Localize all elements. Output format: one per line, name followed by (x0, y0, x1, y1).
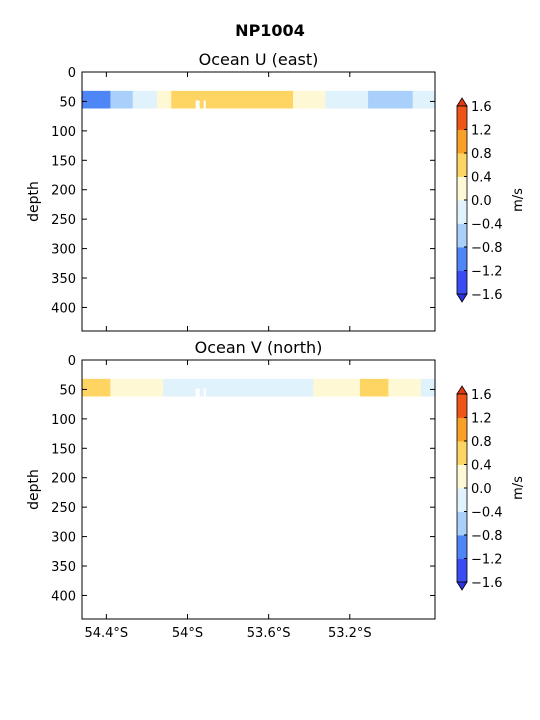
contour-segment (359, 378, 389, 397)
colorbar-swatch (457, 464, 467, 489)
colorbar-swatch (457, 247, 467, 271)
colorbar-tick-label: 1.6 (471, 388, 492, 403)
plot-area (82, 72, 435, 331)
colorbar-swatch (457, 106, 467, 130)
panel-title: Ocean V (north) (195, 338, 323, 357)
y-tick-label: 150 (51, 154, 76, 169)
contour-segment (388, 378, 422, 397)
colorbar-swatch (457, 176, 467, 201)
panel-title: Ocean U (east) (199, 50, 319, 69)
y-tick-label: 100 (51, 413, 76, 428)
colorbar-under-arrow (456, 581, 468, 591)
colorbar-tick-label: −0.8 (471, 529, 503, 544)
y-tick-label: 200 (51, 472, 76, 487)
y-tick-label: 400 (51, 589, 76, 604)
panel-ocean-u: Ocean U (east) 0 50 100 150 200 250 300 350 400 de… (26, 50, 526, 332)
y-tick-label: 0 (68, 66, 76, 81)
x-tick-label: 54.4°S (84, 626, 128, 641)
colorbar-swatch (457, 200, 467, 224)
y-axis-label: depth (26, 181, 42, 222)
contour-segment (132, 90, 158, 109)
colorbar-tick-label: −0.4 (471, 506, 503, 521)
colorbar-swatch (457, 417, 467, 442)
colorbar-unit-label: m/s (511, 188, 526, 212)
colorbar-under-arrow (456, 293, 468, 303)
y-axis-label: depth (26, 469, 42, 510)
y-tick-label: 50 (59, 95, 76, 110)
colorbar: −1.6 −1.2 −0.8 −0.4 0.0 0.4 0.8 1.2 1.6 m/s (456, 385, 526, 591)
colorbar-tick-label: −0.4 (471, 218, 503, 233)
colorbar-tick-label: 0.0 (471, 482, 492, 497)
x-tick-label: 53.6°S (247, 626, 291, 641)
plot-frame (81, 71, 436, 332)
data-gap (195, 100, 200, 110)
colorbar-swatch (457, 441, 467, 465)
data-gap (203, 100, 206, 110)
y-tick-label: 350 (51, 560, 76, 575)
y-tick-label: 300 (51, 531, 76, 546)
colorbar-tick-label: 0.0 (471, 194, 492, 209)
colorbar-tick-label: −1.2 (471, 265, 503, 280)
colorbar-over-arrow (456, 97, 468, 107)
colorbar-tick-label: 0.4 (471, 171, 492, 186)
colorbar-swatch (457, 223, 467, 248)
contour-segment (292, 90, 327, 109)
y-tick-label: 250 (51, 501, 76, 516)
contour-segment (82, 90, 112, 109)
colorbar-tick-label: −1.6 (471, 288, 503, 303)
colorbar-tick-label: 1.2 (471, 412, 492, 427)
contour-segment (325, 90, 369, 109)
contour-segment (412, 90, 436, 109)
y-tick-label: 0 (68, 354, 76, 369)
y-tick-label: 150 (51, 442, 76, 457)
colorbar-swatch (457, 535, 467, 559)
colorbar-tick-label: −1.2 (471, 553, 503, 568)
plot-area (82, 360, 435, 619)
colorbar-swatch (457, 129, 467, 154)
data-gap (203, 388, 206, 398)
contour-segment (163, 378, 314, 397)
colorbar-tick-label: 1.2 (471, 124, 492, 139)
colorbar-swatch (457, 153, 467, 177)
y-tick-label: 200 (51, 184, 76, 199)
data-gap (195, 388, 200, 398)
contour-segment (82, 378, 112, 397)
colorbar-swatch (457, 394, 467, 418)
colorbar-over-arrow (456, 385, 468, 395)
colorbar-tick-label: 0.8 (471, 147, 492, 162)
contour-segment (313, 378, 361, 397)
y-tick-label: 100 (51, 125, 76, 140)
y-tick-label: 250 (51, 213, 76, 228)
plot-frame (81, 359, 436, 620)
contour-segment (110, 90, 134, 109)
colorbar-swatch (457, 270, 467, 295)
colorbar-swatch (457, 488, 467, 512)
colorbar-tick-label: −1.6 (471, 576, 503, 591)
x-tick-label: 54°S (172, 626, 203, 641)
y-tick-label: 400 (51, 301, 76, 316)
colorbar-tick-label: 1.6 (471, 100, 492, 115)
contour-segment (368, 90, 414, 109)
colorbar-tick-label: 0.4 (471, 459, 492, 474)
y-tick-label: 350 (51, 272, 76, 287)
colorbar-swatch (457, 558, 467, 583)
panel-ocean-v: Ocean V (north) 0 50 100 150 200 250 300 350 400 d… (26, 338, 526, 641)
figure-title: NP1004 (235, 21, 305, 40)
y-tick-label: 300 (51, 243, 76, 258)
contour-segment (171, 90, 294, 109)
colorbar: −1.6 −1.2 −0.8 −0.4 0.0 0.4 0.8 1.2 1.6 m/s (456, 97, 526, 303)
contour-segment (157, 90, 172, 109)
contour-segment (110, 378, 164, 397)
colorbar-tick-label: −0.8 (471, 241, 503, 256)
colorbar-unit-label: m/s (511, 476, 526, 500)
y-tick-label: 50 (59, 383, 76, 398)
colorbar-tick-label: 0.8 (471, 435, 492, 450)
x-tick-label: 53.2°S (328, 626, 372, 641)
colorbar-swatch (457, 511, 467, 536)
contour-segment (420, 378, 436, 397)
